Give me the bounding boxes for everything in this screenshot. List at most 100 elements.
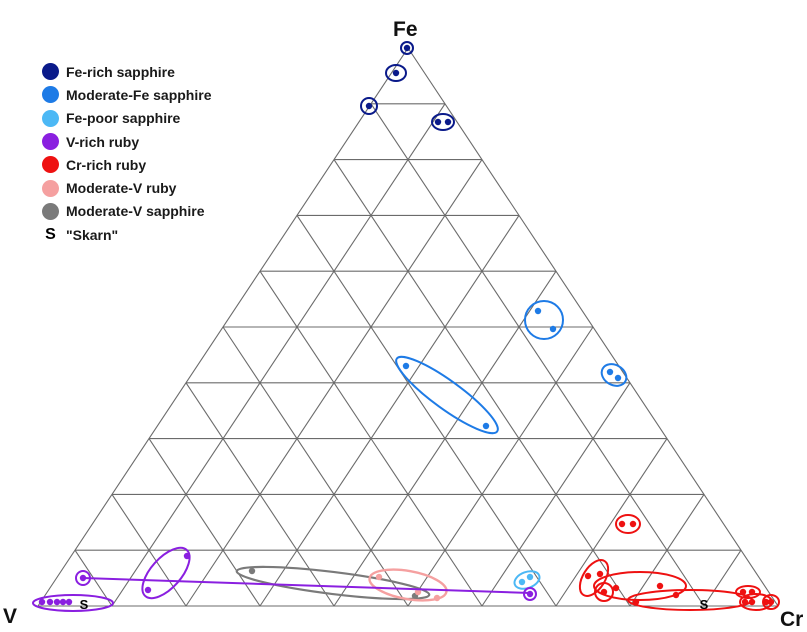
grid-line-v [222,326,409,607]
legend-label: Moderate-Fe sapphire [66,86,212,103]
legend: Fe-rich sapphire Moderate-Fe sapphire Fe-p… [42,60,211,246]
data-point [482,422,490,430]
group-ellipse [523,587,537,601]
legend-label: Fe-poor sapphire [66,110,181,127]
legend-swatch [42,63,59,81]
legend-item-skarn: S "Skarn" [42,223,211,246]
data-point [549,325,557,333]
data-point [248,567,256,575]
data-point [632,598,640,606]
data-point [596,570,604,578]
legend-label: Moderate-V sapphire [66,203,205,220]
triangle-grid [37,47,779,607]
skarn-symbol: S [45,225,56,243]
legend-item: Moderate-V sapphire [42,200,211,223]
grid-line-v [370,103,705,607]
legend-item: Fe-poor sapphire [42,107,211,130]
legend-item: Fe-rich sapphire [42,60,211,83]
group-ellipse [141,546,191,600]
data-point [526,573,534,581]
data-point [365,102,373,110]
legend-label: Moderate-V ruby [66,180,177,197]
grid-line-cr [629,494,705,607]
grid-line-cr [407,326,594,607]
grid-line-v [148,438,261,607]
legend-item: Cr-rich ruby [42,153,211,176]
grid-line-cr [703,549,742,607]
grid-line-cr [111,103,446,607]
grid-line-v [296,215,557,607]
group-ellipse [735,585,761,599]
data-point [392,69,400,77]
data-point [38,598,46,606]
group-ellipse [32,594,114,612]
group-ellipse [593,571,687,601]
group-ellipse [431,113,455,131]
data-point [606,368,614,376]
data-point [656,582,664,590]
legend-item: Moderate-V ruby [42,176,211,199]
data-point [375,573,383,581]
data-point [612,584,620,592]
group-ellipse [578,559,610,597]
data-point [614,374,622,382]
data-groups [32,41,780,612]
legend-label: Fe-rich sapphire [66,63,175,80]
data-point [403,44,411,52]
skarn-marker: S [700,597,709,612]
data-point [518,578,526,586]
data-point [762,598,770,606]
grid-line-cr [481,382,631,607]
data-point [183,552,191,560]
data-point [59,598,67,606]
data-point [672,591,680,599]
legend-item: V-rich ruby [42,130,211,153]
grid-line-cr [259,215,520,607]
data-point [534,307,542,315]
vertex-label-fe: Fe [393,18,418,41]
data-point [434,118,442,126]
legend-label: Cr-rich ruby [66,156,147,173]
group-ellipse [615,514,641,534]
data-point [65,598,73,606]
legend-swatch [42,179,59,197]
group-ellipse [235,565,431,601]
data-point [618,520,626,528]
data-point [402,362,410,370]
group-ellipse [395,355,499,435]
data-point [526,590,534,598]
data-point [767,598,775,606]
data-point [414,588,422,596]
vertex-label-v: V [3,605,18,628]
data-point [748,598,756,606]
data-point [433,594,441,602]
legend-swatch [42,156,59,174]
data-point [584,572,592,580]
group-ellipse [524,300,564,340]
group-ellipse [368,568,448,602]
legend-swatch [42,109,59,127]
data-point [741,598,749,606]
vertex-label-cr: Cr [780,608,804,631]
group-ellipse [385,64,407,82]
legend-swatch [42,202,59,220]
data-point [46,598,54,606]
data-point [444,118,452,126]
data-point [629,520,637,528]
legend-label: V-rich ruby [66,133,140,150]
group-ellipse [360,97,378,115]
group-ellipse [594,582,614,602]
legend-swatch [42,86,59,104]
legend-swatch [42,133,59,151]
group-ellipse [762,594,780,610]
group-ellipse [600,363,628,387]
legend-label-skarn: "Skarn" [66,226,119,243]
data-point [53,598,61,606]
group-ellipse [400,41,414,55]
data-point [739,588,747,596]
legend-item: Moderate-Fe sapphire [42,83,211,106]
connector-line [82,577,531,594]
skarn-marker: S [80,597,89,612]
